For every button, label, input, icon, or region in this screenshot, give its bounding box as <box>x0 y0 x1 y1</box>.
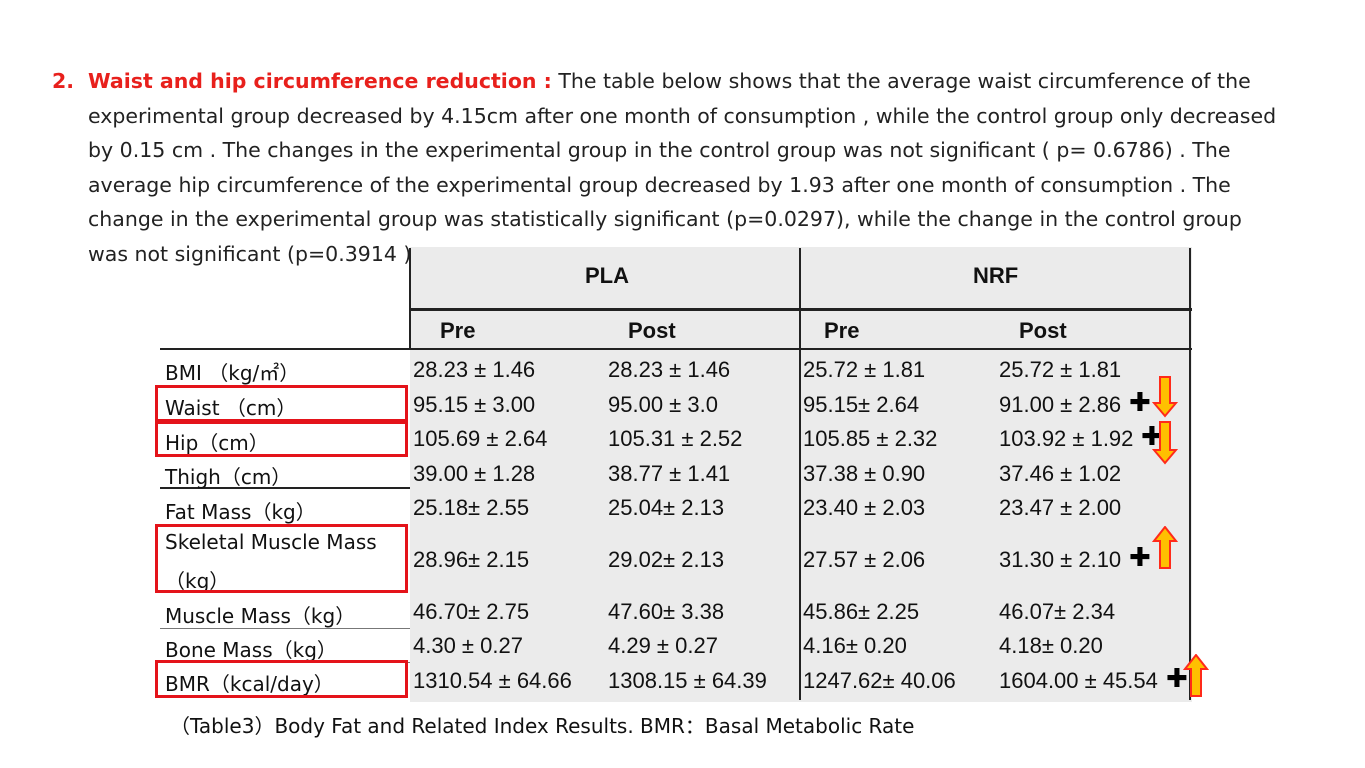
table-cell: 31.30 ± 2.10 <box>999 547 1122 572</box>
table-cell: 45.86± 2.25 <box>803 599 920 624</box>
table-cell: 46.70± 2.75 <box>413 599 530 624</box>
row-label-hip: Hip（cm） <box>165 431 269 455</box>
table-cell: 1604.00 ± 45.54 <box>999 668 1158 693</box>
table-cell: 23.47 ± 2.00 <box>999 495 1122 520</box>
table-cell: 28.96± 2.15 <box>413 547 530 572</box>
row-label-fat-mass: Fat Mass（kg） <box>165 500 316 524</box>
table-cell: 105.31 ± 2.52 <box>608 426 743 451</box>
table-cell: 1247.62± 40.06 <box>803 668 956 693</box>
paragraph: Waist and hip circumference reduction : … <box>88 64 1288 272</box>
table-cell: 4.18± 0.20 <box>999 633 1103 658</box>
table-cell: 25.72 ± 1.81 <box>803 357 926 382</box>
table-cell: 37.46 ± 1.02 <box>999 461 1122 486</box>
table-cell: 91.00 ± 2.86 <box>999 392 1122 417</box>
table-cell: 1310.54 ± 64.66 <box>413 668 572 693</box>
table-background <box>410 247 1192 702</box>
divider <box>799 248 801 700</box>
table-cell: 28.23 ± 1.46 <box>608 357 731 382</box>
down-arrow-icon <box>1152 421 1178 465</box>
table-cell: 23.40 ± 2.03 <box>803 495 926 520</box>
table-cell: 27.57 ± 2.06 <box>803 547 926 572</box>
row-label-bone-mass: Bone Mass（kg） <box>165 638 337 662</box>
up-arrow-icon <box>1183 654 1209 697</box>
highlight-box-hip <box>155 421 408 457</box>
sub-header-nrf-pre: Pre <box>824 318 860 343</box>
table-cell: 95.00 ± 3.0 <box>608 392 718 417</box>
table-cell: 46.07± 2.34 <box>999 599 1116 624</box>
sub-header-pla-post: Post <box>628 318 676 343</box>
table-cell: 1308.15 ± 64.39 <box>608 668 767 693</box>
highlight-box-waist <box>155 385 408 422</box>
group-header-nrf: NRF <box>973 263 1019 288</box>
table-cell: 4.16± 0.20 <box>803 633 907 658</box>
sub-header-nrf-post: Post <box>1019 318 1067 343</box>
divider <box>410 308 1192 311</box>
divider <box>1189 248 1191 700</box>
list-number: 2. <box>52 69 75 93</box>
table-cell: 37.38 ± 0.90 <box>803 461 926 486</box>
row-label-waist: Waist （cm） <box>165 396 297 420</box>
paragraph-heading: Waist and hip circumference reduction : <box>88 69 552 93</box>
significance-mark: ✚ <box>1129 543 1151 573</box>
table-cell: 25.72 ± 1.81 <box>999 357 1122 382</box>
row-label-muscle-mass: Muscle Mass（kg） <box>165 604 356 628</box>
divider <box>160 348 1192 350</box>
row-label-bmi: BMI （kg/㎡） <box>165 361 300 385</box>
up-arrow-icon <box>1152 526 1178 569</box>
table-cell: 25.18± 2.55 <box>413 495 530 520</box>
table-cell: 38.77 ± 1.41 <box>608 461 731 486</box>
table-cell: 25.04± 2.13 <box>608 495 725 520</box>
row-label-skeletal-muscle: Skeletal Muscle Mass <box>165 530 377 554</box>
divider <box>160 487 410 489</box>
paragraph-body: The table below shows that the average w… <box>88 69 1277 266</box>
divider <box>409 248 411 348</box>
table-cell: 28.23 ± 1.46 <box>413 357 536 382</box>
table-cell: 4.30 ± 0.27 <box>413 633 523 658</box>
group-header-pla: PLA <box>585 263 629 288</box>
table-cell: 95.15 ± 3.00 <box>413 392 536 417</box>
significance-mark: ✚ <box>1129 388 1151 418</box>
highlight-box-bmr <box>155 660 408 698</box>
table-cell: 29.02± 2.13 <box>608 547 725 572</box>
table-cell: 105.69 ± 2.64 <box>413 426 548 451</box>
table-cell: 4.29 ± 0.27 <box>608 633 718 658</box>
table-caption: （Table3）Body Fat and Related Index Resul… <box>170 714 915 738</box>
divider <box>160 628 410 629</box>
significance-mark: ✚ <box>1166 664 1188 694</box>
sub-header-pla-pre: Pre <box>440 318 476 343</box>
table-cell: 103.92 ± 1.92 <box>999 426 1134 451</box>
table-cell: 39.00 ± 1.28 <box>413 461 536 486</box>
row-label-bmr: BMR（kcal/day） <box>165 672 334 696</box>
row-label-skeletal-muscle-unit: （kg） <box>165 569 230 593</box>
highlight-box-skeletal-muscle <box>155 524 408 593</box>
down-arrow-icon <box>1152 376 1178 418</box>
significance-mark: ✚ <box>1141 422 1163 452</box>
table-cell: 47.60± 3.38 <box>608 599 725 624</box>
row-label-thigh: Thigh（cm） <box>165 465 292 489</box>
table-cell: 95.15± 2.64 <box>803 392 920 417</box>
table-cell: 105.85 ± 2.32 <box>803 426 938 451</box>
